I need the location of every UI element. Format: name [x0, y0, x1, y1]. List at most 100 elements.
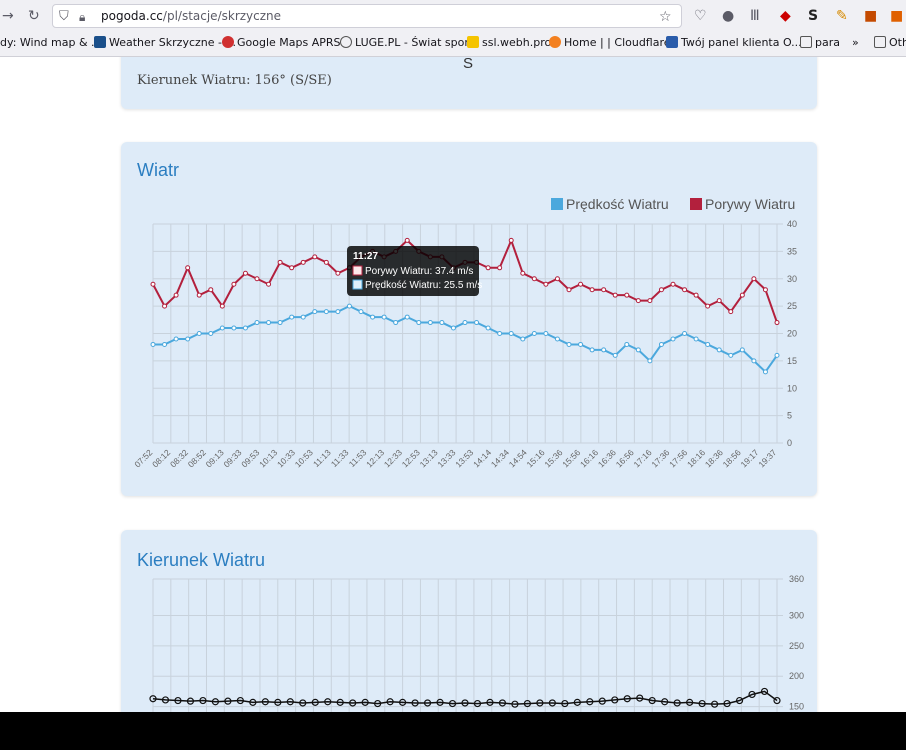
data-point	[474, 320, 480, 326]
bookmark-item[interactable]: Weather Skrzyczne - ...	[94, 36, 236, 49]
data-point	[716, 347, 722, 353]
pocket-icon[interactable]: ♡	[694, 8, 707, 24]
x-tick-label: 12:33	[382, 447, 404, 469]
tooltip-box	[347, 246, 479, 296]
data-point	[196, 292, 202, 298]
bookmark-item[interactable]: Twój panel klienta O...	[666, 36, 802, 49]
s-extension-icon[interactable]: S	[808, 8, 819, 24]
shield-icon[interactable]: ⛉	[59, 9, 69, 24]
x-tick-label: 18:36	[703, 447, 725, 469]
data-point	[612, 352, 618, 358]
data-point	[173, 336, 179, 342]
data-point	[728, 309, 734, 315]
data-point	[498, 699, 507, 707]
x-tick-label: 17:16	[631, 447, 653, 469]
panel-icon	[666, 36, 678, 48]
data-point	[219, 303, 225, 309]
forward-icon[interactable]: →	[2, 8, 14, 24]
ublock-icon[interactable]: ◆	[780, 8, 791, 24]
lock-icon[interactable]: 🔒︎	[79, 10, 86, 24]
y-tick-label: 300	[789, 610, 804, 620]
reload-icon[interactable]: ↻	[28, 8, 40, 24]
tooltip-swatch-speed	[352, 279, 363, 290]
bookmark-star-icon[interactable]: ☆	[659, 9, 672, 25]
series-line	[153, 305, 778, 374]
data-point	[411, 699, 419, 707]
data-point	[723, 699, 731, 708]
data-point	[548, 699, 556, 707]
data-point	[531, 331, 537, 336]
tooltip-time: 11:27	[353, 251, 378, 262]
x-tick-label: 14:34	[489, 447, 511, 469]
data-point	[635, 347, 641, 353]
data-point	[266, 281, 272, 287]
data-point	[161, 696, 170, 704]
library-icon[interactable]: Ⅲ	[750, 8, 760, 24]
data-point	[486, 698, 494, 706]
addon2-icon[interactable]: ■	[864, 8, 878, 24]
data-point	[416, 320, 422, 326]
data-point	[636, 694, 644, 702]
y-tick-label: 150	[789, 702, 804, 712]
y-tick-label: 0	[787, 438, 792, 448]
data-point	[762, 369, 768, 375]
bookmark-folder[interactable]: Oth	[874, 36, 906, 49]
addon3-icon[interactable]: ■	[890, 8, 904, 24]
x-tick-label: 13:13	[418, 447, 440, 469]
x-tick-label: 07:52	[132, 447, 154, 469]
addon-icon[interactable]: ✎	[836, 8, 848, 24]
bookmark-item[interactable]: LUGE.PL - Świat spor...	[340, 36, 478, 49]
x-tick-label: 17:56	[667, 447, 689, 469]
x-tick-label: 16:56	[614, 447, 636, 469]
legend-swatch-gusts	[690, 198, 702, 210]
data-point	[231, 281, 237, 287]
data-point	[647, 358, 653, 364]
bookmark-item[interactable]: dy: Wind map & ...	[0, 36, 102, 49]
data-point	[346, 303, 352, 309]
data-point	[312, 309, 318, 315]
data-point	[462, 320, 468, 326]
data-point	[705, 341, 711, 347]
data-point	[554, 276, 560, 282]
bookmark-item[interactable]: ssl.webh.pro	[467, 36, 551, 49]
bookmark-folder[interactable]: para	[800, 36, 840, 49]
data-point	[497, 265, 503, 271]
data-point	[199, 696, 207, 705]
data-point	[436, 698, 444, 706]
extension-icon[interactable]: ●	[722, 8, 735, 24]
address-bar[interactable]: ⛉ 🔒︎ pogoda.cc/pl/stacje/skrzyczne ☆	[52, 4, 682, 28]
wind-chart[interactable]: Prędkość Wiatru Porywy Wiatru 07:5208:120…	[121, 142, 817, 496]
data-point	[624, 341, 630, 347]
data-point	[760, 687, 769, 696]
data-point	[439, 320, 445, 326]
data-point	[497, 331, 503, 336]
x-tick-label: 11:53	[347, 447, 369, 469]
chart-tooltip: 11:27 Porywy Wiatru: 37.4 m/s Prędkość Wia…	[347, 246, 482, 296]
data-point	[300, 259, 306, 265]
data-point	[485, 265, 491, 271]
data-point	[399, 698, 407, 706]
data-point	[393, 320, 399, 326]
x-tick-label: 17:36	[649, 447, 671, 469]
data-point	[231, 325, 237, 331]
y-tick-label: 30	[787, 274, 797, 284]
data-point	[589, 287, 595, 293]
data-point	[670, 336, 676, 342]
bookmarks-overflow-button[interactable]: »	[852, 36, 859, 49]
data-point	[381, 314, 387, 320]
data-point	[335, 309, 341, 315]
wind-card-title: Wiatr	[137, 160, 179, 180]
car-icon	[222, 36, 234, 48]
bookmark-item[interactable]: Home | | Cloudflare	[549, 36, 671, 49]
data-point	[543, 281, 549, 287]
data-point	[748, 690, 756, 699]
current-direction-card: S Kierunek Wiatru: 156° (S/SE)	[121, 57, 817, 109]
data-point	[149, 695, 157, 703]
x-tick-label: 15:36	[542, 447, 564, 469]
data-point	[554, 336, 560, 342]
x-tick-label: 09:33	[221, 447, 243, 469]
bookmark-item[interactable]: Google Maps APRS	[222, 36, 341, 49]
x-tick-label: 19:17	[738, 447, 760, 469]
x-tick-label: 10:53	[293, 447, 315, 469]
data-point	[511, 700, 519, 708]
